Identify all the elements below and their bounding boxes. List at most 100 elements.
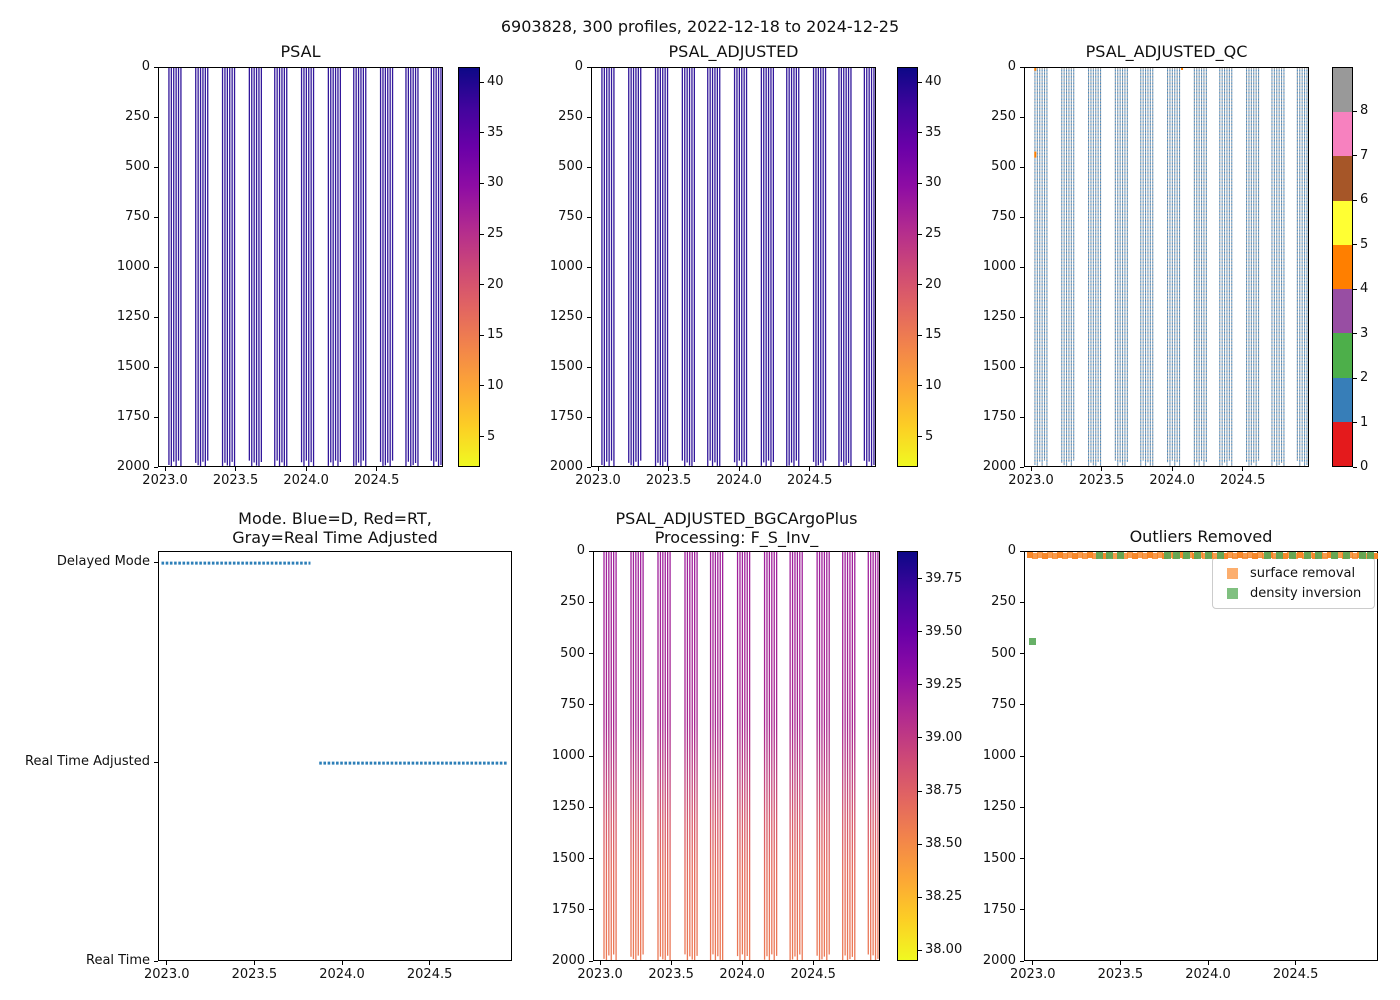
y-tick-label: 250 [558,109,583,124]
y-tickmark [1020,806,1024,808]
density-inversion-point [1095,552,1103,559]
x-tick-label: 2024.5 [786,473,833,488]
y-tickmark [154,466,158,468]
y-tickmark [1020,960,1024,962]
y-tickmark [587,466,591,468]
colorbar-tick-label: 10 [487,377,504,393]
colorbar-tick-label: 3 [1360,325,1369,341]
psal-adjusted-axes [591,67,876,467]
surface-removal-point [1041,553,1048,560]
bgc-colorbar-gradient [898,552,917,960]
x-tick-label: 2023.5 [648,967,694,982]
surface-removal-point [1081,553,1088,560]
density-inversion-point [1367,552,1375,559]
colorbar-tickmark [480,334,484,336]
panel-psal-title: PSAL [280,42,321,61]
colorbar-tick-label: 38.25 [925,889,963,905]
colorbar-tickmark [480,132,484,134]
y-tick-label: 250 [991,109,1016,124]
y-tickmark [1020,550,1024,552]
density-inversion-point [1193,552,1201,559]
colorbar-tickmark [918,896,922,898]
y-tickmark [1020,266,1024,268]
x-tickmark [305,467,307,471]
mode-y-tickmark [154,561,158,563]
y-tickmark [589,550,593,552]
colorbar-tick-label: 20 [925,276,942,292]
y-tickmark [1020,166,1024,168]
surface-removal-point [1086,552,1093,559]
x-tick-label: 2023.0 [142,473,188,488]
y-tickmark [589,653,593,654]
colorbar-tickmark [1353,110,1357,112]
density-inversion-point [1314,552,1322,559]
surface-removal-point [1146,552,1153,559]
x-tick-label: 2024.5 [1272,967,1319,982]
surface-removal-point [1311,553,1318,560]
x-tickmark [341,961,343,965]
x-tick-label: 2023.0 [144,967,190,982]
y-tick-label: 750 [991,209,1016,224]
surface-removal-point [1271,553,1278,560]
y-tick-label: 500 [560,645,585,661]
colorbar-tickmark [918,284,922,286]
surface-removal-label: surface removal [1250,565,1356,581]
y-tick-label: 750 [558,209,583,224]
panel-bgc-title: PSAL_ADJUSTED_BGCArgoPlus Processing: F_… [615,509,858,547]
psal_adjusted_qc-axes-plot [1034,68,1308,466]
surface-removal-point [1036,552,1043,559]
psal-adjusted-qc-colorbar-segment [1333,333,1352,378]
y-tick-label: 1500 [551,850,585,866]
surface-removal-point [1141,553,1148,560]
y-tick-label: 1250 [551,799,585,815]
qc-profile-lines [1034,68,1308,466]
bgc-profile-lines [603,552,879,960]
surface-removal-swatch [1227,567,1238,579]
y-tickmark [587,216,591,218]
colorbar-tick-label: 30 [925,175,942,191]
y-tick-label: 1750 [551,901,585,917]
colorbar-tick-label: 20 [487,276,504,292]
y-tickmark [587,116,591,118]
colorbar-tickmark [918,182,922,184]
y-tick-label: 1250 [982,799,1016,815]
surface-removal-point [1071,553,1078,560]
surface-removal-point [1131,553,1138,560]
panel-psal-adjusted-qc-title: PSAL_ADJUSTED_QC [1085,42,1248,61]
y-tick-label: 2000 [551,953,585,968]
colorbar-tick-label: 8 [1360,103,1369,119]
y-tickmark [1020,858,1024,859]
y-tickmark [154,366,158,368]
colorbar-tickmark [1353,244,1357,246]
x-tick-label: 2023.5 [231,967,278,982]
surface-removal-point [1101,553,1108,560]
y-tickmark [589,806,593,808]
x-tickmark [599,961,601,965]
y-tick-label: 1250 [982,309,1016,324]
y-tick-label: 500 [991,159,1016,174]
y-tickmark [1020,116,1024,118]
colorbar-tickmark [1353,466,1357,468]
y-tick-label: 1500 [549,359,583,374]
surface-removal-point [1026,552,1033,559]
colorbar-tick-label: 35 [487,124,504,140]
y-tick-label: 1750 [549,409,583,424]
colorbar-tickmark [918,233,922,235]
outliers-axes [1024,551,1378,961]
y-tickmark [154,416,158,418]
density-inversion-swatch [1227,587,1238,599]
y-tick-label: 0 [574,59,583,74]
x-tick-label: 2023.5 [1097,967,1144,982]
colorbar-tick-label: 6 [1360,192,1369,208]
colorbar-tickmark [918,436,922,438]
y-tickmark [1020,601,1024,603]
mode-axes [158,551,512,961]
psal-axes-plot [168,68,442,466]
mode-y-tick-label: Real Time Adjusted [25,754,150,770]
y-tickmark [154,116,158,118]
legend-item-surface-removal: surface removal [1227,563,1364,583]
surface-removal-point [1076,552,1083,559]
y-tickmark [1020,366,1024,368]
colorbar-tick-label: 40 [925,74,942,90]
y-tickmark [154,316,158,318]
